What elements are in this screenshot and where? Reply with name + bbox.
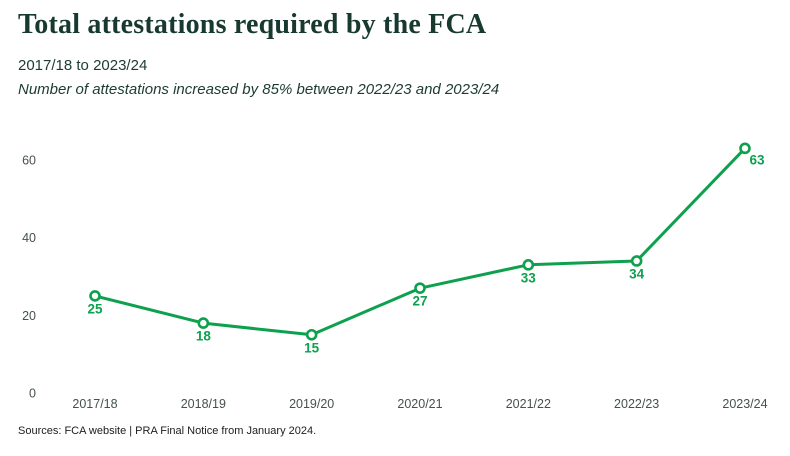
- data-point-label: 15: [304, 340, 320, 355]
- data-point-marker: [739, 142, 751, 155]
- data-point-marker: [305, 328, 318, 341]
- data-point-label: 63: [749, 152, 765, 167]
- data-point-label: 27: [412, 294, 427, 309]
- data-point-label: 18: [196, 329, 212, 344]
- x-axis-label: 2021/22: [506, 397, 551, 411]
- y-tick-label: 0: [29, 387, 36, 401]
- x-axis-label: 2020/21: [397, 397, 442, 411]
- chart-subtitle: 2017/18 to 2023/24: [18, 57, 148, 74]
- data-point-marker: [414, 282, 426, 294]
- data-point-marker: [522, 259, 535, 271]
- y-tick-label: 60: [22, 154, 36, 168]
- data-point-marker: [89, 290, 101, 302]
- x-axis-label: 2017/18: [72, 397, 117, 411]
- data-point-label: 33: [521, 270, 537, 285]
- data-point-label: 25: [87, 301, 103, 316]
- y-tick-label: 40: [22, 231, 36, 245]
- line-chart: 0 20 40 60 2017/18 2018/19 2019/20 2020/21 2021/…: [22, 142, 768, 411]
- x-axis-label: 2018/19: [181, 397, 226, 411]
- x-axis-label: 2022/23: [614, 397, 659, 411]
- y-tick-label: 20: [22, 309, 36, 323]
- data-point-marker: [197, 317, 210, 329]
- chart-title: Total attestations required by the FCA: [18, 9, 487, 40]
- chart-annotation: Number of attestations increased by 85% …: [18, 81, 500, 98]
- x-axis-label: 2023/24: [722, 397, 767, 411]
- data-point-marker: [630, 255, 643, 267]
- x-axis-label: 2019/20: [289, 397, 334, 411]
- data-point-label: 34: [629, 266, 645, 281]
- source-caption: Sources: FCA website | PRA Final Notice …: [18, 425, 317, 437]
